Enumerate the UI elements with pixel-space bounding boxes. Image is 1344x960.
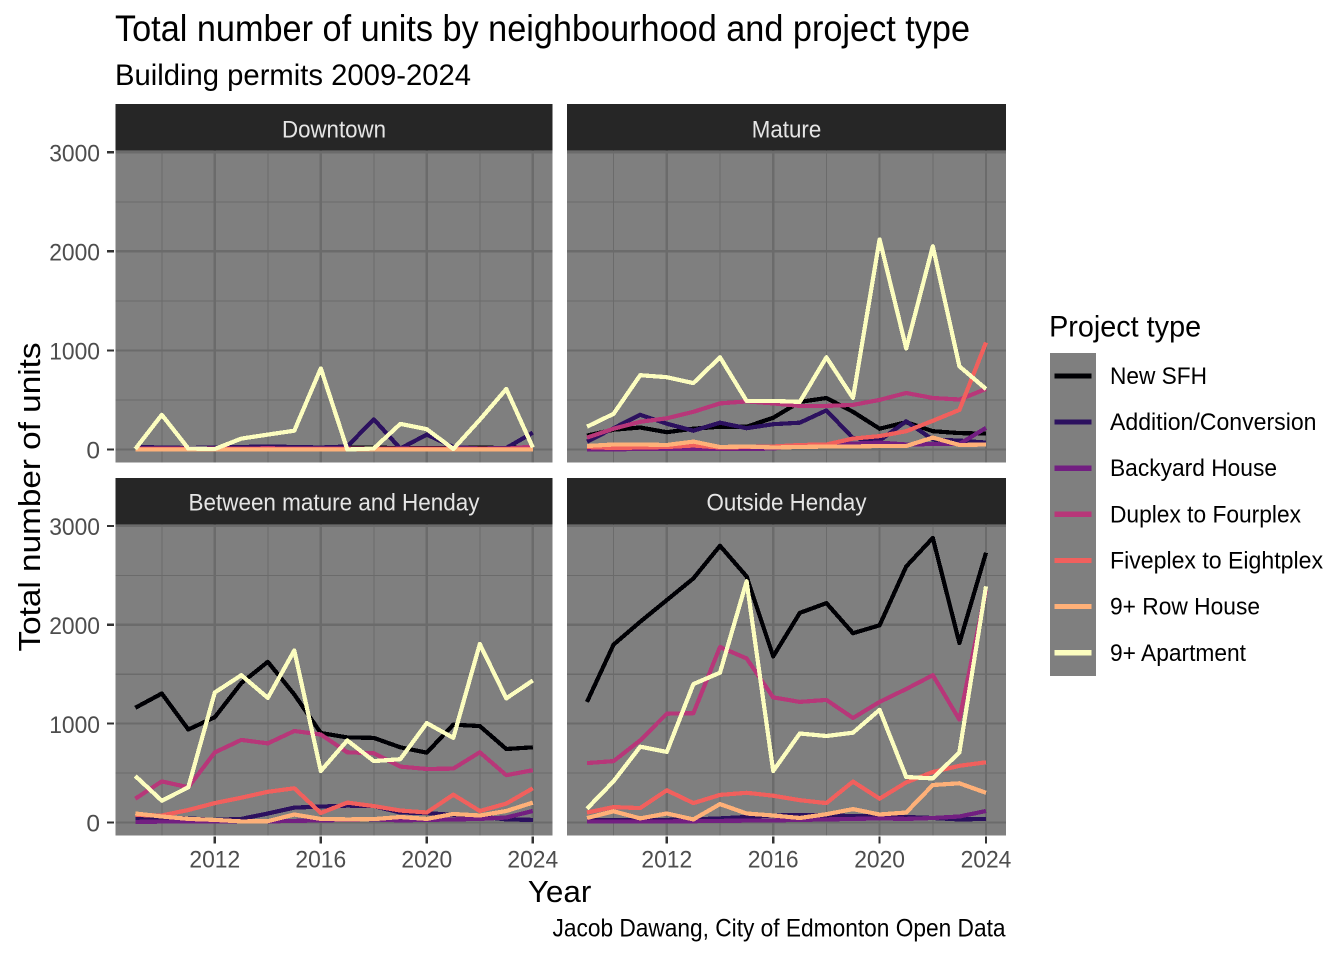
svg-text:Total number of units: Total number of units (12, 343, 47, 652)
svg-text:2024: 2024 (507, 847, 558, 874)
svg-text:2020: 2020 (401, 847, 452, 874)
svg-text:2024: 2024 (961, 847, 1012, 874)
svg-text:0: 0 (86, 811, 100, 838)
svg-text:Building permits 2009-2024: Building permits 2009-2024 (115, 59, 471, 92)
svg-text:Duplex to Fourplex: Duplex to Fourplex (1110, 501, 1301, 528)
svg-text:Jacob Dawang, City of Edmonton: Jacob Dawang, City of Edmonton Open Data (553, 915, 1006, 943)
svg-text:Total number of units by neigh: Total number of units by neighbourhood a… (115, 8, 970, 49)
svg-text:2016: 2016 (295, 847, 346, 874)
svg-text:Downtown: Downtown (282, 117, 386, 144)
svg-text:9+ Apartment: 9+ Apartment (1110, 640, 1246, 667)
svg-text:3000: 3000 (49, 514, 100, 541)
svg-text:Fiveplex to Eightplex: Fiveplex to Eightplex (1110, 548, 1323, 575)
svg-text:2000: 2000 (49, 240, 100, 267)
svg-text:Project type: Project type (1049, 310, 1201, 343)
svg-text:Outside Henday: Outside Henday (707, 490, 868, 517)
svg-text:New SFH: New SFH (1110, 363, 1207, 390)
svg-text:2016: 2016 (748, 847, 799, 874)
svg-text:2020: 2020 (854, 847, 905, 874)
svg-text:2012: 2012 (641, 847, 692, 874)
svg-text:1000: 1000 (49, 339, 100, 366)
svg-text:0: 0 (86, 438, 100, 465)
svg-text:Backyard House: Backyard House (1110, 455, 1277, 482)
svg-text:3000: 3000 (49, 140, 100, 167)
svg-text:9+ Row House: 9+ Row House (1110, 594, 1260, 621)
svg-text:Mature: Mature (752, 117, 822, 144)
svg-text:Between mature and Henday: Between mature and Henday (189, 490, 481, 517)
svg-text:Year: Year (528, 875, 592, 909)
svg-text:1000: 1000 (49, 712, 100, 739)
svg-text:Addition/Conversion: Addition/Conversion (1110, 409, 1317, 436)
svg-text:2000: 2000 (49, 613, 100, 640)
svg-text:2012: 2012 (189, 847, 240, 874)
